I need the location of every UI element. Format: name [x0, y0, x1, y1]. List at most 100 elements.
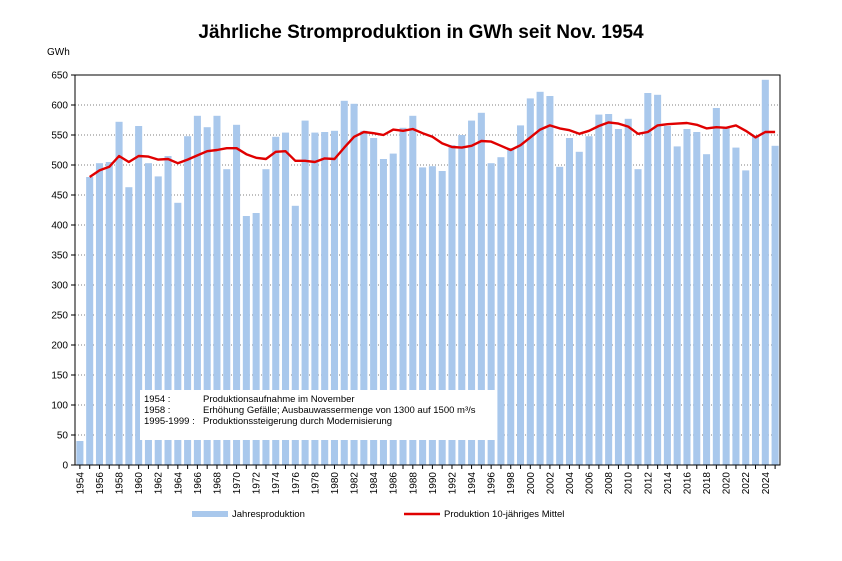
x-tick-label: 2016	[682, 472, 693, 495]
bar-2021	[732, 147, 740, 465]
bar-1991	[438, 171, 446, 465]
x-tick-label: 1958	[115, 472, 126, 495]
bar-2002	[546, 96, 554, 465]
y-axis-label: GWh	[47, 47, 70, 58]
x-tick-label: 2022	[741, 472, 752, 495]
bar-1965	[184, 136, 192, 465]
y-tick-label: 300	[51, 281, 68, 292]
x-tick-label: 1992	[447, 472, 458, 495]
plot-frame	[74, 74, 781, 466]
bar-1983	[360, 130, 368, 466]
bar-1954	[76, 441, 84, 465]
bar-1985	[379, 159, 387, 465]
x-tick-label: 1988	[408, 472, 419, 495]
line-series-mittel	[89, 121, 776, 178]
annotation-background	[140, 390, 497, 440]
x-tick-label: 1982	[350, 472, 361, 495]
x-tick-label: 1954	[75, 472, 86, 495]
y-tick-label: 400	[51, 221, 68, 232]
x-tick-label: 1978	[310, 472, 321, 495]
y-tick-label: 150	[51, 371, 68, 382]
bar-2016	[683, 129, 691, 465]
bar-1993	[458, 135, 466, 465]
axes: 0 50 100 150 200 250 300 350 400 450 500 550 600 650 G…	[47, 47, 781, 495]
x-tick-label: 1976	[291, 472, 302, 495]
annotation-text: Produktionsaufnahme im November	[203, 394, 355, 405]
x-tick-label: 2014	[663, 472, 674, 495]
bar-1989	[419, 167, 427, 465]
x-tick-label: 2010	[624, 472, 635, 495]
x-tick-label: 2002	[545, 472, 556, 495]
y-tick-label: 0	[62, 461, 68, 472]
y-tick-label: 550	[51, 131, 68, 142]
legend-label-line: Produktion 10-jähriges Mittel	[444, 509, 564, 520]
bar-1980	[330, 130, 339, 466]
bar-1956	[95, 163, 104, 465]
bar-1959	[125, 187, 133, 465]
y-tick-label: 100	[51, 401, 68, 412]
y-tick-label: 500	[51, 161, 68, 172]
x-tick-label: 2000	[526, 472, 537, 495]
annotation-year: 1954 :	[144, 394, 170, 405]
bar-1971	[242, 216, 250, 465]
bar-1973	[262, 169, 270, 465]
annotation-year: 1995-1999 :	[144, 416, 195, 427]
bar-1960	[135, 126, 143, 465]
bar-2015	[673, 146, 681, 465]
bar-1962	[154, 176, 162, 465]
bar-1972	[252, 213, 260, 465]
bar-1961	[144, 163, 152, 465]
x-tick-label: 1960	[134, 472, 145, 495]
x-tick-label: 1984	[369, 472, 380, 495]
bar-1978	[311, 132, 319, 465]
bar-2000	[526, 98, 534, 466]
bar-1958	[115, 121, 123, 466]
x-tick-label: 2012	[643, 472, 654, 495]
bar-2009	[614, 129, 622, 465]
y-tick-label: 50	[57, 431, 69, 442]
bar-1994	[468, 120, 476, 465]
bar-2004	[565, 138, 574, 465]
x-tick-label: 2018	[702, 472, 713, 495]
bar-2018	[703, 154, 711, 465]
x-tick-label: 1964	[173, 472, 184, 495]
bar-2001	[536, 91, 544, 466]
bar-1968	[213, 115, 221, 466]
bar-2014	[663, 126, 671, 465]
bar-series-jahresproduktion	[76, 79, 779, 466]
x-tick-label: 2008	[604, 472, 615, 495]
x-tick-label: 1962	[154, 472, 165, 495]
bar-1986	[389, 153, 397, 465]
bar-2025	[771, 145, 779, 466]
x-tick-label: 1970	[232, 472, 243, 495]
x-tick-label: 2020	[722, 472, 733, 495]
x-tick-label: 1956	[95, 472, 106, 495]
bar-1984	[370, 138, 378, 465]
legend: Jahresproduktion Produktion 10-jähriges M…	[192, 509, 564, 520]
bar-2003	[556, 166, 564, 466]
annotation-text: Erhöhung Gefälle; Ausbauwassermenge von …	[203, 405, 476, 416]
bar-1981	[340, 100, 348, 466]
x-tick-label: 1980	[330, 472, 341, 495]
x-tick-label: 1986	[389, 472, 400, 495]
y-tick-label: 350	[51, 251, 68, 262]
bar-2020	[722, 127, 730, 466]
bar-1992	[448, 145, 456, 465]
bar-2008	[605, 114, 613, 465]
x-tick-label: 2006	[585, 472, 596, 495]
bar-1964	[174, 202, 182, 466]
bar-1999	[516, 125, 525, 466]
y-tick-label: 450	[51, 191, 68, 202]
bar-2013	[654, 94, 662, 466]
annotation-box: 1954 : Produktionsaufnahme im November 195…	[140, 390, 497, 440]
x-tick-label: 1994	[467, 472, 478, 495]
bar-2024	[761, 79, 769, 466]
bar-1957	[105, 162, 113, 465]
x-tick-label: 1990	[428, 472, 439, 495]
bar-1979	[321, 132, 329, 465]
bar-1998	[507, 148, 515, 465]
bar-1982	[350, 103, 358, 466]
bar-1970	[233, 124, 241, 466]
bar-1988	[409, 115, 417, 466]
bar-1967	[203, 127, 211, 465]
